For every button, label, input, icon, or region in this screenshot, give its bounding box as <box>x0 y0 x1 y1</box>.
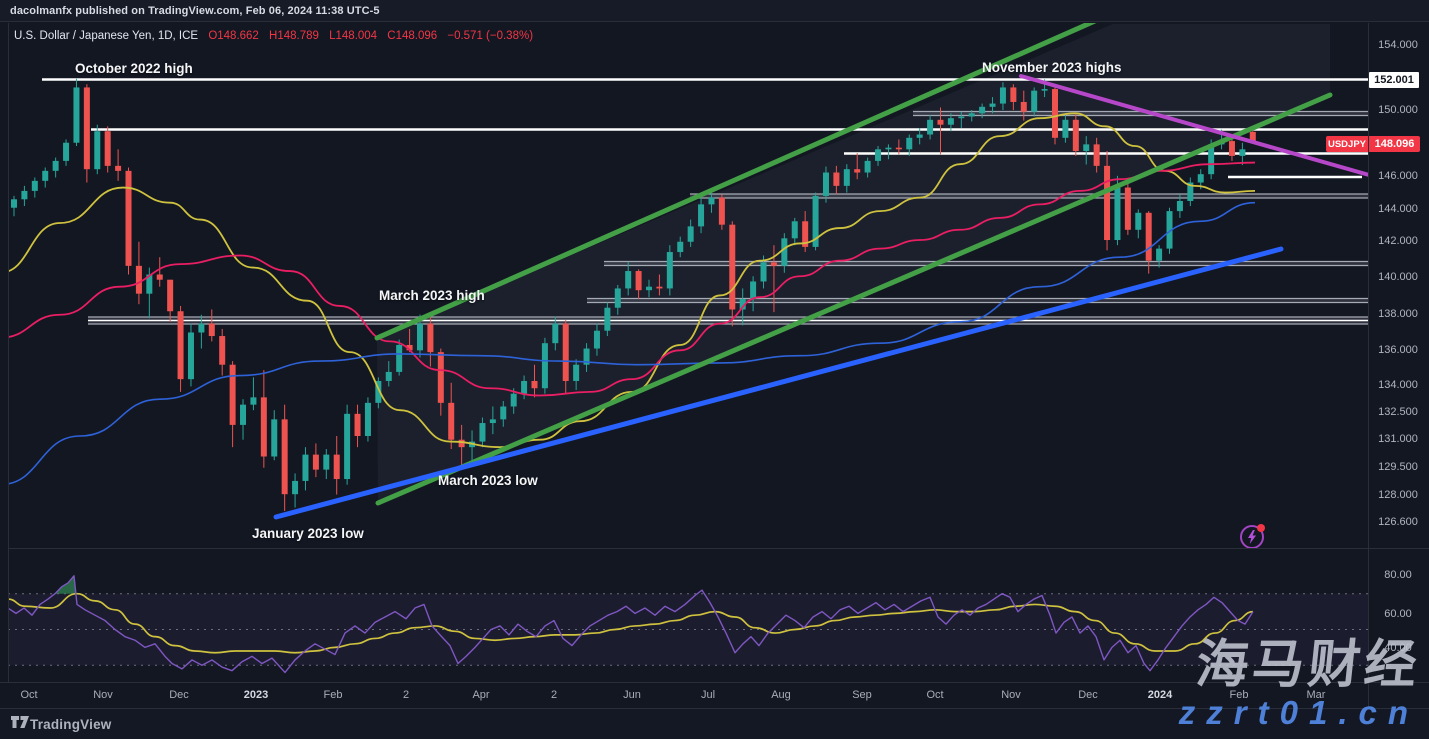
trendline-support-blue[interactable] <box>273 246 1284 520</box>
time-axis-label: Sep <box>852 689 872 701</box>
rsi-pane[interactable] <box>8 575 1368 674</box>
symbol-title: U.S. Dollar / Japanese Yen, 1D, ICE <box>14 30 199 42</box>
symbol-ohlc-row[interactable]: U.S. Dollar / Japanese Yen, 1D, ICE O148… <box>14 30 533 42</box>
ohlc-close: C148.096 <box>387 30 438 42</box>
resistance-zone[interactable] <box>913 111 1369 116</box>
time-axis-label: 2023 <box>243 689 269 701</box>
price-line-label: 152.001 <box>1369 72 1419 88</box>
ma-mid-pink[interactable] <box>0 161 1256 397</box>
price-axis-label: 150.000 <box>1378 104 1418 116</box>
time-axis-label: Aug <box>771 689 791 701</box>
price-axis-label: 40.00 <box>1384 642 1412 654</box>
chart-annotation[interactable]: March 2023 low <box>438 473 538 488</box>
symbol-price-tag: USDJPY <box>1326 136 1368 152</box>
ma-slow-blue[interactable] <box>0 201 1256 485</box>
ohlc-low: L148.004 <box>329 30 378 42</box>
publisher-text: dacolmanfx published on TradingView.com,… <box>10 4 380 17</box>
price-axis-label: 142.000 <box>1378 235 1418 247</box>
notification-dot-icon <box>1257 524 1265 532</box>
price-axis-label: 144.000 <box>1378 203 1418 215</box>
lightning-ideas-icon[interactable] <box>1240 524 1265 549</box>
pane-left-border <box>8 23 9 682</box>
price-axis-label: 128.000 <box>1378 489 1418 501</box>
rsi-line[interactable] <box>8 575 1254 674</box>
chart-annotation[interactable]: October 2022 high <box>75 61 193 76</box>
trendline-resistance-purple[interactable] <box>1019 74 1369 177</box>
price-axis-label: 132.500 <box>1378 406 1418 418</box>
time-axis-label: Oct <box>926 689 944 701</box>
time-axis-label: 2024 <box>1147 689 1173 701</box>
time-axis-label: Jul <box>700 689 716 701</box>
price-axis-label: 146.000 <box>1378 170 1418 182</box>
candlestick-series[interactable] <box>11 78 1256 511</box>
price-axis-label: 134.000 <box>1378 379 1418 391</box>
time-axis-label: 2 <box>550 689 558 701</box>
ohlc-high: H148.789 <box>269 30 319 42</box>
chart-annotation[interactable]: November 2023 highs <box>982 60 1122 75</box>
time-axis-label: Dec <box>169 689 189 701</box>
resistance-zone[interactable] <box>690 194 1369 198</box>
ohlc-change: −0.571 (−0.38%) <box>447 30 534 42</box>
watermark-url: zzrt01.cn <box>1178 694 1419 731</box>
price-axis-label: 140.000 <box>1378 271 1418 283</box>
time-axis-label: Nov <box>93 689 113 701</box>
price-axis-label: 129.500 <box>1378 461 1418 473</box>
footer-divider <box>0 708 1429 709</box>
price-axis-label: 126.600 <box>1378 516 1418 528</box>
price-axis-label: 154.000 <box>1378 39 1418 51</box>
last-price-label: 148.096 <box>1369 136 1420 152</box>
price-axis-label: 131.000 <box>1378 433 1418 445</box>
trendline-channel-upper-green[interactable] <box>374 13 1113 341</box>
chart-annotation[interactable]: March 2023 high <box>379 288 485 303</box>
publisher-bar: dacolmanfx published on TradingView.com,… <box>0 0 1429 22</box>
pane-divider[interactable] <box>8 548 1429 549</box>
tradingview-brand-label[interactable]: TradingView <box>30 716 112 732</box>
resistance-zone[interactable] <box>587 298 1369 303</box>
footer-bar: TradingView <box>0 709 1429 739</box>
time-axis-label: Feb <box>323 689 343 701</box>
time-axis-label: Jun <box>623 689 641 701</box>
price-axis-label: 138.000 <box>1378 308 1418 320</box>
chart-annotation[interactable]: January 2023 low <box>252 526 364 541</box>
time-axis-label: Nov <box>1001 689 1021 701</box>
trendline-channel-lower-green[interactable] <box>375 92 1333 506</box>
time-axis-divider <box>0 682 1429 683</box>
ma-fast-yellow[interactable] <box>0 112 1256 449</box>
price-axis-label: 60.00 <box>1384 608 1412 620</box>
price-axis-border[interactable] <box>1368 23 1369 708</box>
rsi-ma-line[interactable] <box>8 592 1254 654</box>
lightning-bolt-icon <box>1248 530 1256 544</box>
price-axis-label: 80.00 <box>1384 569 1412 581</box>
time-axis-label: 2 <box>402 689 410 701</box>
time-axis-label: Oct <box>20 689 38 701</box>
time-axis-label: Apr <box>472 689 490 701</box>
resistance-zone[interactable] <box>604 261 1369 266</box>
time-axis-label: Mar <box>1306 689 1326 701</box>
watermark-cjk: 海马财经 <box>1193 636 1424 694</box>
ohlc-open: O148.662 <box>208 30 259 42</box>
tradingview-logo-icon[interactable] <box>10 714 30 730</box>
main-price-pane[interactable] <box>0 13 1369 520</box>
time-axis-label: Dec <box>1078 689 1098 701</box>
price-axis-label: 136.000 <box>1378 344 1418 356</box>
time-axis-label: Feb <box>1229 689 1249 701</box>
